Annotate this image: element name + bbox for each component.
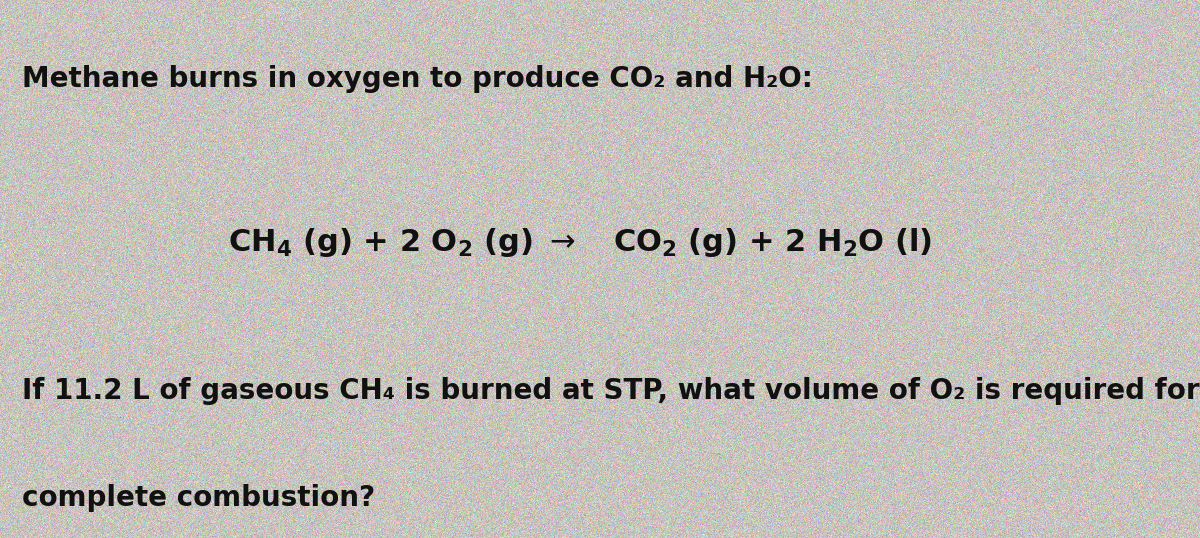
Text: If 11.2 L of gaseous CH₄ is burned at STP, what volume of O₂ is required for: If 11.2 L of gaseous CH₄ is burned at ST…: [22, 377, 1199, 405]
Text: complete combustion?: complete combustion?: [22, 484, 374, 512]
Text: $\mathbf{CH_4}$ (g) + 2 $\mathbf{O_2}$ (g) $\rightarrow$   $\mathbf{CO_2}$ (g) +: $\mathbf{CH_4}$ (g) + 2 $\mathbf{O_2}$ (…: [228, 226, 932, 259]
Text: Methane burns in oxygen to produce CO₂ and H₂O:: Methane burns in oxygen to produce CO₂ a…: [22, 65, 812, 93]
